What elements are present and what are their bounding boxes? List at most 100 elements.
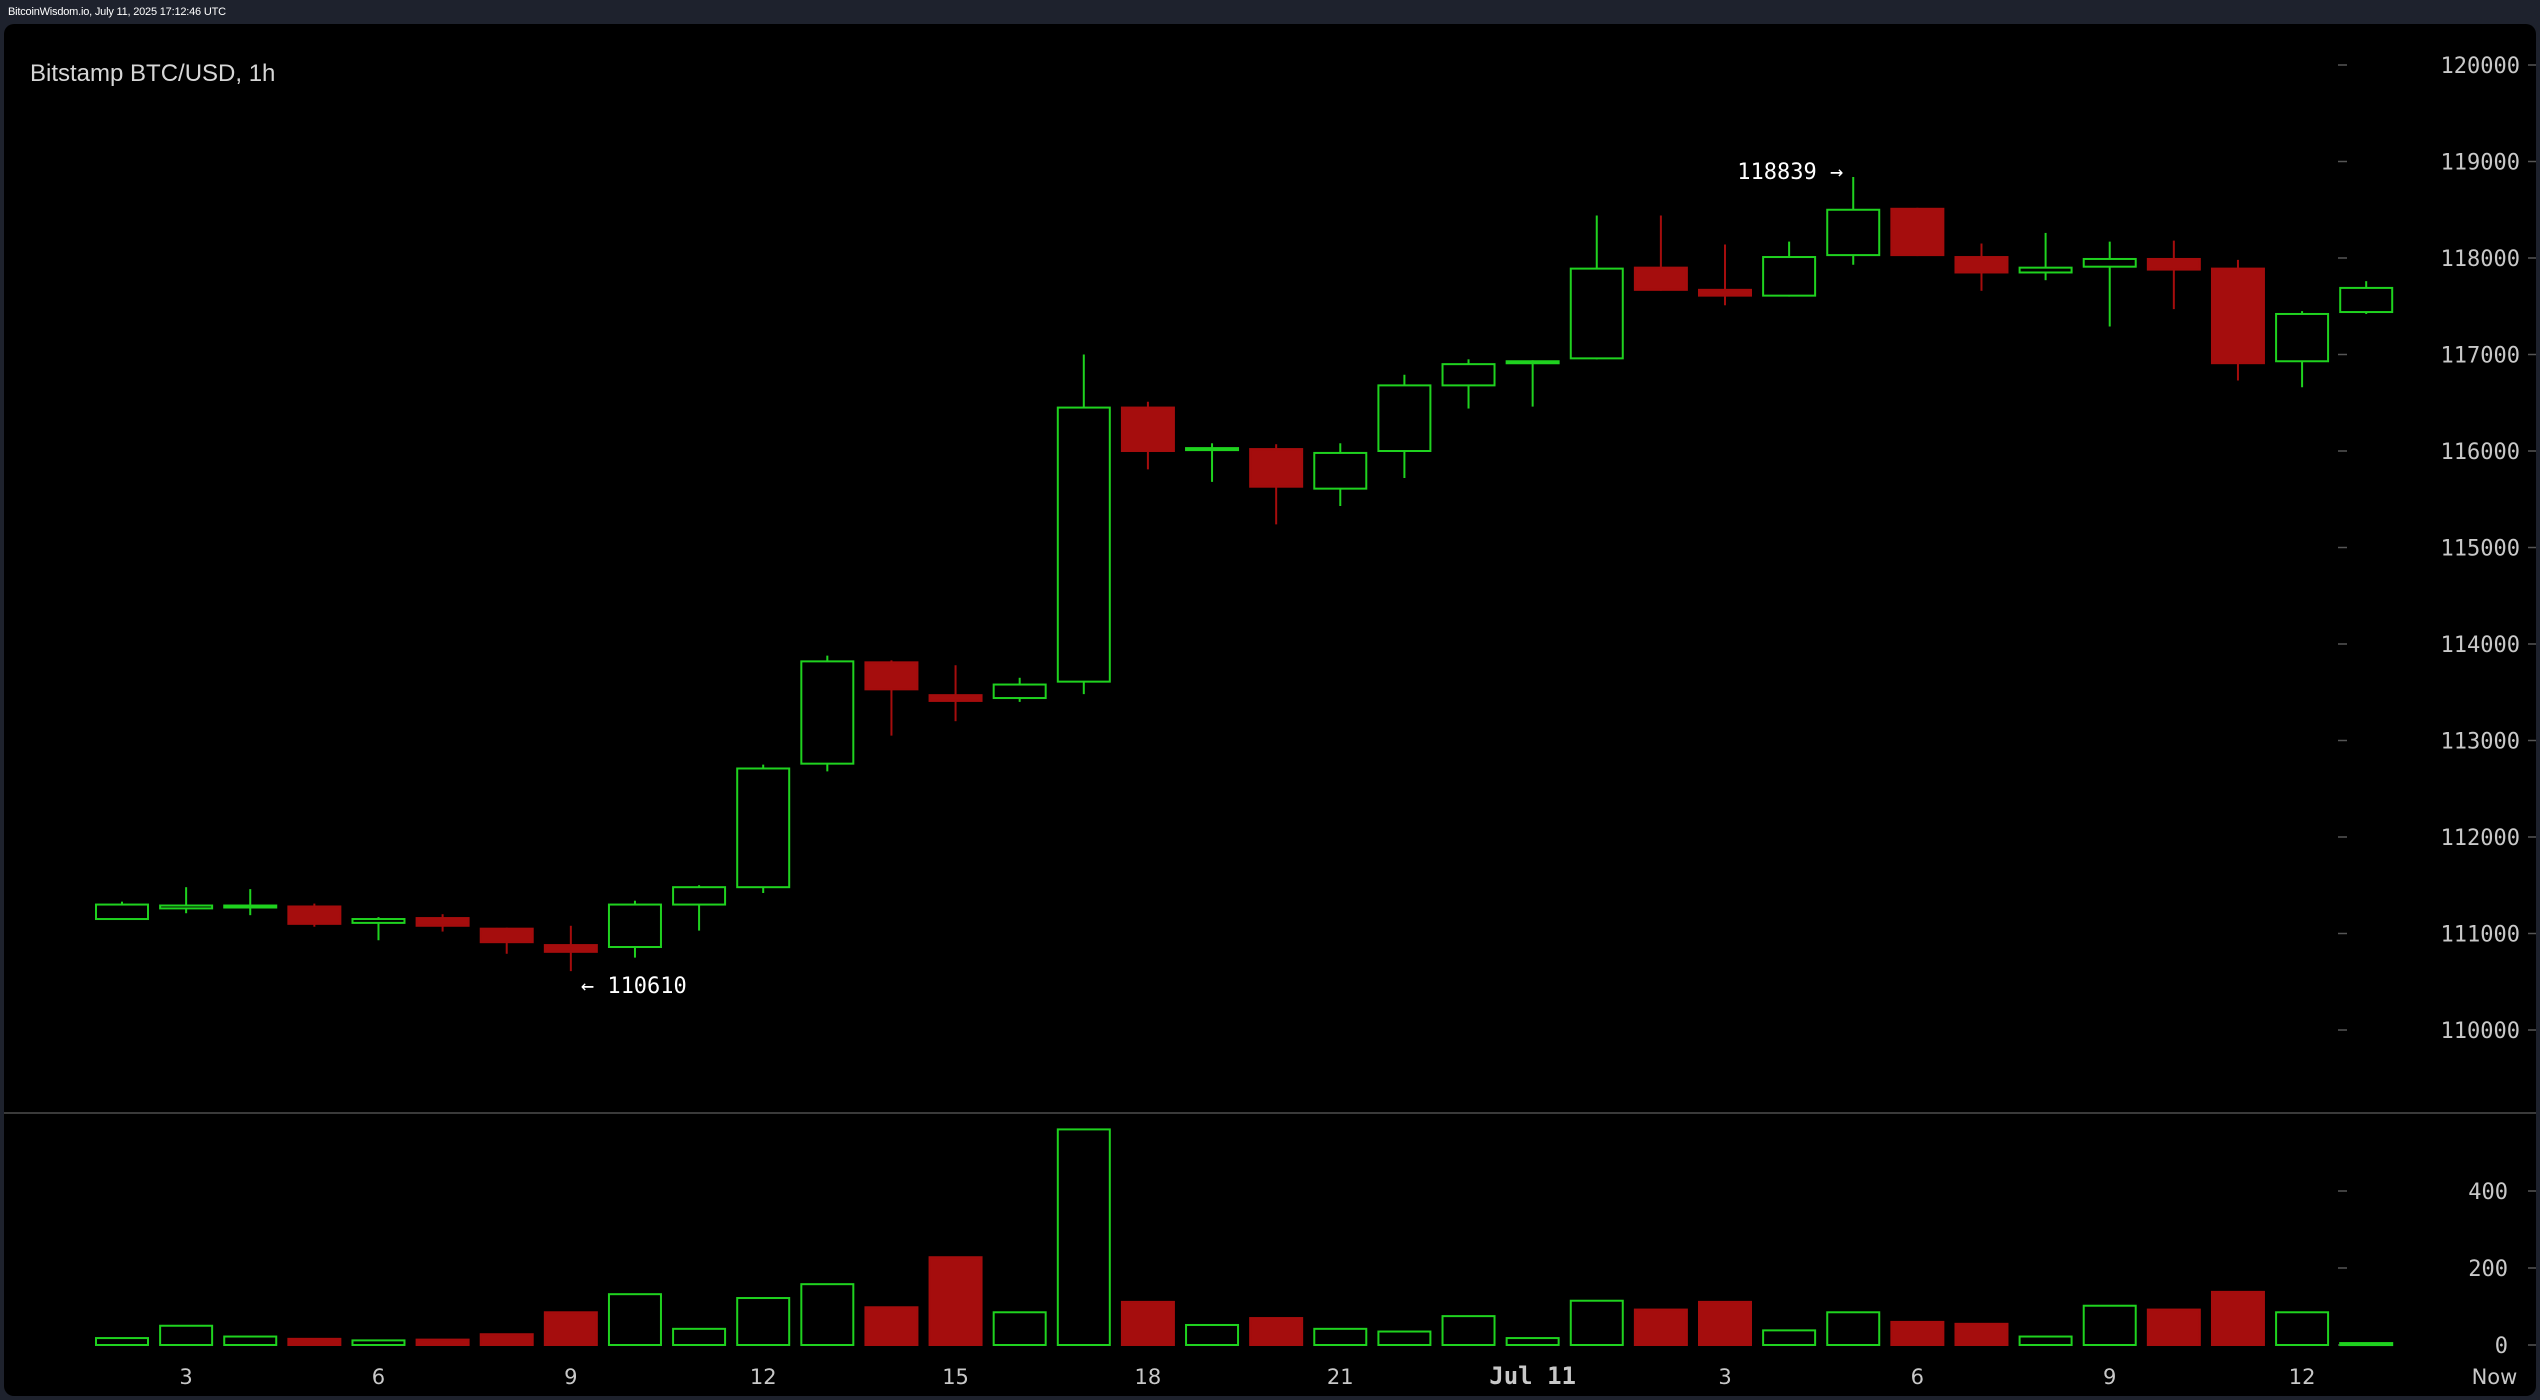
candle-body-up: [95, 903, 149, 921]
candle-body-up: [1505, 360, 1560, 365]
volume-tick-label: 200: [2468, 1257, 2508, 1282]
volume-bar-up: [607, 1293, 662, 1347]
candle-body-down: [864, 661, 919, 691]
volume-bar-down: [1120, 1300, 1175, 1347]
volume-bar-down: [479, 1333, 534, 1346]
volume-bar-up: [2275, 1311, 2330, 1347]
volume-bar-up: [672, 1327, 727, 1346]
candle: [2210, 259, 2265, 381]
candle-body-up: [992, 683, 1047, 700]
candle: [1313, 443, 1368, 507]
candle-body-down: [415, 917, 470, 927]
volume-bar-up: [1826, 1311, 1881, 1347]
candle-body-up: [1826, 208, 1881, 257]
candle-body-up: [607, 903, 662, 949]
candle-body-up: [2275, 312, 2330, 363]
price-extreme-label: ← 110610: [581, 974, 687, 999]
candle: [607, 900, 662, 958]
price-extreme-label: 118839 →: [1737, 160, 1843, 185]
candle-body-down: [1698, 288, 1752, 297]
volume-bar-up: [2339, 1342, 2394, 1347]
candle: [1441, 359, 1496, 409]
volume-bar-up: [1056, 1128, 1111, 1347]
candle-body-down: [1954, 256, 2009, 274]
candle: [800, 655, 855, 772]
candle-body-up: [672, 886, 727, 906]
time-tick-label: 18: [1135, 1365, 1162, 1389]
volume-bar-up: [223, 1335, 278, 1347]
candle: [1633, 215, 1688, 291]
volume-bars: [95, 1128, 2394, 1347]
candle: [479, 927, 534, 954]
price-tick-label: 116000: [2441, 440, 2520, 465]
time-tick-label: 12: [750, 1365, 777, 1389]
candle-body-up: [2339, 286, 2394, 314]
time-tick-label: 6: [372, 1365, 385, 1389]
candle: [415, 914, 470, 932]
page-caption: BitcoinWisdom.io, July 11, 2025 17:12:46…: [8, 6, 226, 18]
candle: [1377, 374, 1432, 479]
price-tick-label: 111000: [2441, 923, 2520, 948]
price-tick-label: 115000: [2441, 537, 2520, 562]
volume-bar-up: [2018, 1335, 2073, 1347]
candle: [2082, 241, 2137, 327]
candle-body-up: [351, 918, 406, 924]
price-tick-label: 114000: [2441, 633, 2520, 658]
volume-bar-up: [1313, 1327, 1368, 1346]
volume-bar-up: [159, 1324, 214, 1346]
volume-bar-down: [1633, 1308, 1688, 1346]
candle-body-up: [1313, 451, 1368, 490]
candle: [736, 764, 791, 893]
candle: [1890, 207, 1945, 257]
volume-bar-down: [1890, 1320, 1945, 1347]
candle-body-up: [1377, 384, 1432, 453]
candle: [1249, 444, 1304, 525]
volume-axis: 0 200 400: [2338, 1180, 2536, 1359]
annotations: 118839 → ← 110610: [581, 160, 1843, 999]
price-tick-label: 113000: [2441, 730, 2520, 755]
price-tick-label: 120000: [2441, 54, 2520, 79]
volume-bar-up: [1441, 1315, 1496, 1346]
volume-bar-up: [736, 1297, 791, 1347]
volume-bar-down: [2210, 1290, 2265, 1346]
candle-body-up: [736, 767, 791, 889]
candle: [992, 677, 1047, 702]
volume-bar-down: [1698, 1300, 1752, 1347]
price-tick-label: 112000: [2441, 826, 2520, 851]
volume-bar-up: [1762, 1329, 1817, 1346]
price-tick-label: 117000: [2441, 344, 2520, 369]
volume-bar-down: [864, 1306, 919, 1347]
volume-bar-up: [1505, 1337, 1560, 1346]
candle: [95, 901, 149, 921]
candle: [351, 917, 406, 941]
candle-body-down: [928, 694, 983, 702]
candle-body-up: [2082, 257, 2137, 268]
candle-body-up: [1762, 256, 1817, 297]
chart-panel: 110000 111000 112000 113000 114000 115000 1160…: [4, 24, 2536, 1396]
candle-body-up: [1569, 267, 1624, 360]
chart-title: Bitstamp BTC/USD, 1h: [30, 60, 276, 87]
time-tick-label: Jul 11: [1489, 1362, 1576, 1390]
candle-body-up: [2018, 266, 2073, 274]
volume-bar-up: [95, 1337, 149, 1346]
volume-bar-down: [1954, 1322, 2009, 1346]
time-axis: 3 6 9 12 15 18 21 Jul 11 3 6 9 12 Now: [179, 1362, 2517, 1390]
candle: [1762, 241, 1817, 297]
candle: [287, 903, 342, 927]
candle: [1505, 360, 1560, 407]
candle: [928, 665, 983, 722]
volume-bar-down: [1249, 1317, 1304, 1347]
candle: [1056, 354, 1111, 695]
volume-bar-up: [1569, 1299, 1624, 1346]
volume-bar-up: [800, 1283, 855, 1347]
volume-tick-label: 400: [2468, 1180, 2508, 1205]
time-tick-label: 21: [1327, 1365, 1354, 1389]
volume-bar-down: [415, 1338, 470, 1346]
volume-tick-label: 0: [2495, 1334, 2508, 1359]
candle: [159, 887, 214, 914]
candle: [864, 660, 919, 736]
candle-body-up: [1056, 406, 1111, 683]
candle: [2339, 281, 2394, 314]
time-tick-label: 9: [564, 1365, 577, 1389]
candle: [2146, 240, 2201, 310]
